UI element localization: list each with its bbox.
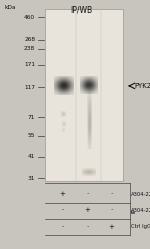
Text: ·: ·	[61, 224, 63, 230]
Text: 55: 55	[28, 133, 35, 138]
Text: +: +	[108, 224, 114, 230]
Text: 71: 71	[28, 115, 35, 120]
Text: +: +	[84, 207, 90, 213]
Text: Ctrl IgG: Ctrl IgG	[131, 224, 150, 229]
Text: ·: ·	[110, 207, 112, 213]
Text: 171: 171	[24, 62, 35, 67]
Text: IP: IP	[131, 208, 136, 213]
Text: ·: ·	[61, 207, 63, 213]
Text: 41: 41	[28, 154, 35, 159]
Text: 31: 31	[28, 176, 35, 181]
Text: A304-227A: A304-227A	[131, 208, 150, 213]
Text: kDa: kDa	[5, 5, 16, 10]
Text: 238: 238	[24, 46, 35, 51]
Text: ·: ·	[86, 191, 88, 197]
Text: ·: ·	[86, 224, 88, 230]
Text: 117: 117	[24, 85, 35, 90]
Text: ·: ·	[110, 191, 112, 197]
Text: 268: 268	[24, 37, 35, 42]
Text: IP/WB: IP/WB	[70, 5, 92, 14]
Text: 460: 460	[24, 15, 35, 20]
Text: A304-226A: A304-226A	[131, 192, 150, 197]
Text: +: +	[59, 191, 65, 197]
Bar	[45, 9, 123, 181]
Text: PYK2: PYK2	[134, 83, 150, 89]
